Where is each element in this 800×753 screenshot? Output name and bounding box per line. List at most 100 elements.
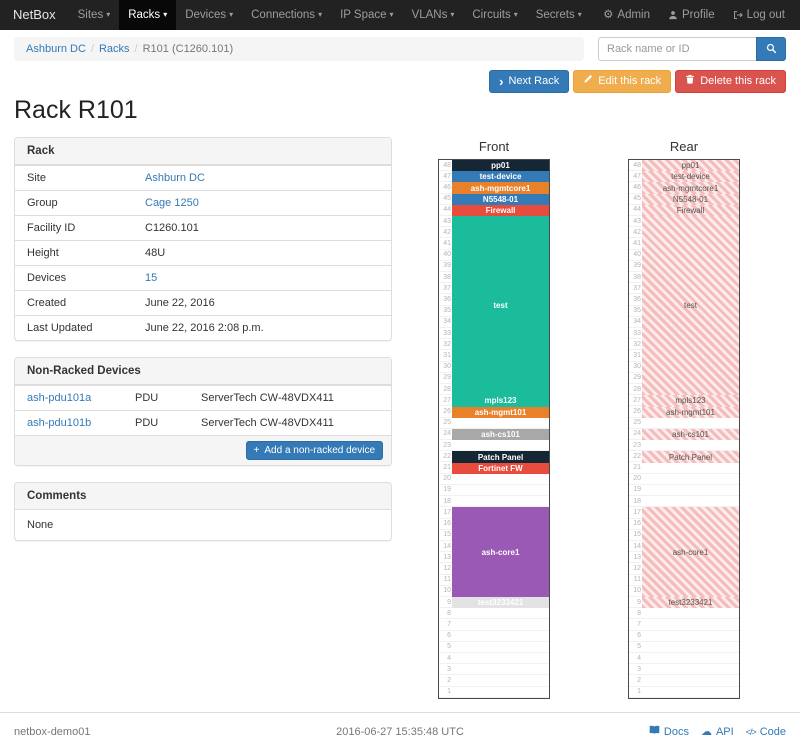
caret-down-icon: ▾ bbox=[106, 10, 111, 19]
rack-device[interactable]: mpls123 bbox=[642, 395, 739, 407]
breadcrumb-site-link[interactable]: Ashburn DC bbox=[26, 43, 86, 55]
code-icon: </> bbox=[745, 726, 757, 737]
rack-device[interactable]: ash-cs101 bbox=[642, 429, 739, 441]
rack-unit-number: 43 bbox=[633, 217, 641, 225]
nav-circuits[interactable]: Circuits ▾ bbox=[463, 0, 526, 30]
non-racked-devices-panel: Non-Racked Devices ash-pdu101a PDU Serve… bbox=[14, 357, 392, 466]
nav-vlans[interactable]: VLANs ▾ bbox=[403, 0, 464, 30]
rack-unit-number: 30 bbox=[633, 363, 641, 371]
rack-unit: 3 bbox=[439, 664, 549, 676]
rack-device[interactable]: Patch Panel bbox=[452, 451, 549, 463]
rack-device[interactable]: ash-core1 bbox=[452, 507, 549, 598]
caret-down-icon: ▾ bbox=[389, 10, 394, 19]
rack-device[interactable]: ash-mgmt101 bbox=[452, 406, 549, 418]
admin-link[interactable]: ⚙ Admin bbox=[594, 0, 659, 30]
caret-down-icon: ▾ bbox=[450, 10, 455, 19]
nav-connections[interactable]: Connections ▾ bbox=[242, 0, 331, 30]
rack-device[interactable]: test bbox=[452, 216, 549, 396]
rack-device[interactable]: ash-mgmt101 bbox=[642, 406, 739, 418]
rack-device[interactable]: test3233421 bbox=[642, 597, 739, 609]
rack-unit-number: 18 bbox=[633, 497, 641, 505]
rack-device[interactable]: ash-mgmtcore1 bbox=[642, 182, 739, 194]
attr-row-last-updated: Last Updated June 22, 2016 2:08 p.m. bbox=[15, 315, 391, 340]
nav-racks[interactable]: Racks ▾ bbox=[119, 0, 177, 30]
rack-unit-number: 48 bbox=[443, 161, 451, 169]
chevron-right-icon: › bbox=[499, 74, 504, 89]
nav-devices[interactable]: Devices ▾ bbox=[176, 0, 242, 30]
site-link[interactable]: Ashburn DC bbox=[145, 172, 205, 184]
group-link[interactable]: Cage 1250 bbox=[145, 197, 199, 209]
logout-link[interactable]: Log out bbox=[724, 0, 794, 30]
devices-count-link[interactable]: 15 bbox=[145, 272, 158, 284]
rack-unit-number: 14 bbox=[633, 542, 641, 550]
nav-secrets[interactable]: Secrets ▾ bbox=[527, 0, 591, 30]
rack-unit-number: 1 bbox=[447, 688, 451, 696]
edit-rack-button[interactable]: Edit this rack bbox=[573, 70, 672, 93]
api-link[interactable]: ☁ API bbox=[700, 725, 734, 739]
nav-ip-space[interactable]: IP Space ▾ bbox=[331, 0, 402, 30]
rack-unit-number: 25 bbox=[443, 419, 451, 427]
rack-unit-number: 27 bbox=[443, 396, 451, 404]
rack-unit-number: 5 bbox=[637, 643, 641, 651]
rack-device[interactable]: ash-core1 bbox=[642, 507, 739, 598]
nav-sites[interactable]: Sites ▾ bbox=[69, 0, 120, 30]
rack-unit: 2 bbox=[629, 675, 739, 687]
rack-search-input[interactable] bbox=[598, 37, 756, 61]
rack-device[interactable]: N5548-01 bbox=[642, 193, 739, 205]
rack-unit-number: 47 bbox=[633, 172, 641, 180]
rack-device[interactable]: Patch Panel bbox=[642, 451, 739, 463]
rack-device[interactable]: Firewall bbox=[642, 204, 739, 217]
code-link[interactable]: </> Code bbox=[745, 725, 786, 738]
rack-unit-number: 23 bbox=[443, 441, 451, 449]
rack-unit-number: 20 bbox=[443, 475, 451, 483]
add-non-racked-device-button[interactable]: + Add a non-racked device bbox=[245, 441, 383, 460]
rack-unit-number: 10 bbox=[633, 587, 641, 595]
caret-down-icon: ▾ bbox=[577, 10, 582, 19]
rack-device[interactable]: Firewall bbox=[452, 204, 549, 217]
rack-device[interactable]: pp01 bbox=[642, 160, 739, 172]
breadcrumb-racks-link[interactable]: Racks bbox=[98, 43, 130, 55]
rack-unit-number: 19 bbox=[633, 486, 641, 494]
rack-device[interactable]: Fortinet FW bbox=[452, 462, 549, 474]
rack-device[interactable]: test3233421 bbox=[452, 597, 549, 609]
rack-unit-number: 42 bbox=[443, 228, 451, 236]
rack-info-panel: Rack Site Ashburn DC Group Cage 1250 Facil… bbox=[14, 137, 392, 341]
rack-unit-number: 37 bbox=[443, 284, 451, 292]
device-link[interactable]: ash-pdu101b bbox=[27, 417, 92, 429]
rack-device[interactable]: mpls123 bbox=[452, 395, 549, 407]
rack-unit-number: 8 bbox=[447, 609, 451, 617]
rack-unit-number: 34 bbox=[443, 318, 451, 326]
rack-device[interactable]: test-device bbox=[642, 171, 739, 183]
rack-unit-number: 37 bbox=[633, 284, 641, 292]
app-brand[interactable]: NetBox bbox=[13, 7, 56, 22]
rack-unit-number: 20 bbox=[633, 475, 641, 483]
rack-unit-number: 15 bbox=[443, 531, 451, 539]
rack-search-button[interactable] bbox=[756, 37, 786, 61]
rack-unit-number: 11 bbox=[443, 576, 451, 584]
rack-device[interactable]: test bbox=[642, 216, 739, 396]
device-link[interactable]: ash-pdu101a bbox=[27, 392, 92, 404]
next-rack-button[interactable]: › Next Rack bbox=[489, 70, 570, 93]
rack-unit-number: 14 bbox=[443, 542, 451, 550]
rack-unit: 1 bbox=[629, 687, 739, 698]
rack-unit-number: 7 bbox=[447, 620, 451, 628]
rack-device[interactable]: pp01 bbox=[452, 160, 549, 172]
caret-down-icon: ▾ bbox=[163, 10, 168, 19]
rack-unit: 8 bbox=[439, 608, 549, 620]
profile-link[interactable]: Profile bbox=[659, 0, 724, 30]
rack-device[interactable]: ash-cs101 bbox=[452, 429, 549, 441]
attr-row-group: Group Cage 1250 bbox=[15, 190, 391, 215]
rack-unit-number: 8 bbox=[637, 609, 641, 617]
rack-unit-number: 44 bbox=[443, 206, 451, 214]
search-icon bbox=[766, 42, 777, 57]
rack-device[interactable]: test-device bbox=[452, 171, 549, 183]
rack-unit: 7 bbox=[629, 619, 739, 631]
rack-device[interactable]: ash-mgmtcore1 bbox=[452, 182, 549, 194]
rack-unit-number: 27 bbox=[633, 396, 641, 404]
rack-unit: 19 bbox=[629, 485, 739, 497]
rack-device[interactable]: N5548-01 bbox=[452, 193, 549, 205]
docs-link[interactable]: Docs bbox=[649, 725, 689, 738]
rack-unit-number: 22 bbox=[633, 452, 641, 460]
rack-unit: 6 bbox=[439, 631, 549, 642]
delete-rack-button[interactable]: Delete this rack bbox=[675, 70, 786, 93]
